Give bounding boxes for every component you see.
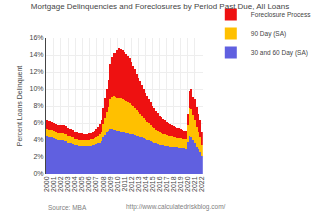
svg-text:2018: 2018 — [170, 176, 177, 192]
svg-text:2005: 2005 — [78, 176, 85, 192]
svg-text:http://www.calculatedriskblog.: http://www.calculatedriskblog.com/ — [126, 203, 226, 211]
svg-text:Percent Loans Delinquent: Percent Loans Delinquent — [16, 66, 24, 147]
svg-text:2010: 2010 — [114, 176, 121, 192]
svg-text:2003: 2003 — [64, 176, 71, 192]
svg-text:2014: 2014 — [142, 176, 149, 192]
svg-text:90 Day (SA): 90 Day (SA) — [251, 30, 286, 38]
svg-text:16%: 16% — [30, 34, 44, 41]
svg-text:2009: 2009 — [107, 176, 114, 192]
svg-text:2015: 2015 — [149, 176, 156, 192]
svg-text:2000: 2000 — [43, 176, 50, 192]
svg-text:2002: 2002 — [57, 176, 64, 192]
svg-text:2001: 2001 — [50, 176, 57, 192]
svg-text:2007: 2007 — [92, 176, 99, 192]
svg-text:0%: 0% — [33, 170, 43, 177]
svg-text:2022: 2022 — [198, 176, 205, 192]
svg-text:2004: 2004 — [71, 176, 78, 192]
svg-text:2020: 2020 — [184, 176, 191, 192]
svg-text:10%: 10% — [30, 85, 44, 92]
svg-text:Source: MBA: Source: MBA — [48, 204, 87, 211]
svg-text:2012: 2012 — [128, 176, 135, 192]
svg-text:8%: 8% — [33, 102, 43, 109]
svg-text:14%: 14% — [30, 51, 44, 58]
svg-text:Mortgage Delinquencies and For: Mortgage Delinquencies and Foreclosures … — [31, 2, 289, 11]
svg-text:2016: 2016 — [156, 176, 163, 192]
svg-text:12%: 12% — [30, 68, 44, 75]
svg-text:30 and 60 Day (SA): 30 and 60 Day (SA) — [251, 49, 308, 57]
svg-text:2%: 2% — [33, 153, 43, 160]
svg-text:4%: 4% — [33, 136, 43, 143]
svg-text:2017: 2017 — [163, 176, 170, 192]
svg-text:2011: 2011 — [121, 176, 128, 191]
svg-text:2021: 2021 — [191, 176, 198, 192]
svg-text:Foreclosure Process: Foreclosure Process — [251, 11, 311, 18]
svg-text:2019: 2019 — [177, 176, 184, 192]
svg-text:2008: 2008 — [100, 176, 107, 192]
svg-text:6%: 6% — [33, 119, 43, 126]
svg-text:2013: 2013 — [135, 176, 142, 192]
svg-text:2006: 2006 — [85, 176, 92, 192]
